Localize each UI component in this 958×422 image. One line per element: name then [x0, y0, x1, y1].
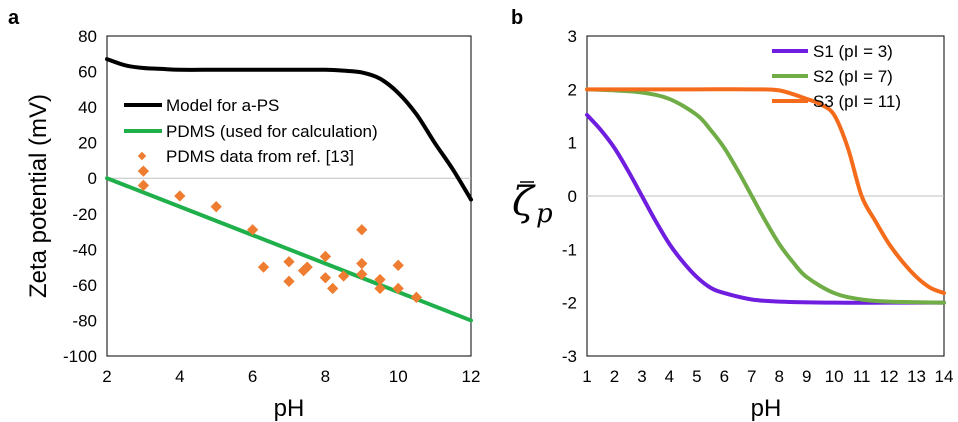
legend-label-pdms-calculation: PDMS (used for calculation) — [166, 122, 378, 141]
data-point — [356, 257, 368, 270]
data-point — [137, 165, 150, 177]
panel-b-y-tick-labels: 3 2 1 0 -1 -2 -3 — [562, 27, 577, 366]
data-point — [374, 273, 386, 286]
panel-b-x-tick-10: 10 — [825, 367, 844, 386]
panel-a-plot-area — [106, 35, 472, 357]
panel-b-legend: S1 (pI = 3) S2 (pI = 7) S3 (pI = 11) — [772, 42, 901, 111]
legend-label-pdms-data: PDMS data from ref. [13] — [166, 147, 354, 166]
panel-b-x-tick-8: 8 — [774, 367, 783, 386]
panel-b-x-tick-12: 12 — [880, 367, 899, 386]
panel-a-y-tick-40: -40 — [72, 240, 97, 259]
legend-label-s3: S3 (pI = 11) — [813, 92, 901, 111]
panel-a-y-tick-40: 40 — [78, 98, 97, 117]
panel-b-y-tick-1: -1 — [562, 240, 577, 259]
panel-b-x-tick-4: 4 — [665, 367, 674, 386]
panel-b-series — [585, 87, 946, 305]
data-point — [337, 270, 350, 282]
data-point — [283, 256, 295, 268]
data-point — [356, 268, 368, 280]
panel-b-x-tick-3: 3 — [637, 367, 646, 386]
panel-a-y-tick-60: -60 — [72, 276, 97, 295]
panel-b-x-tick-labels: 1 2 3 4 5 6 7 8 9 10 11 12 13 14 — [582, 367, 953, 386]
data-point — [327, 282, 339, 295]
panel-b-x-tick-11: 11 — [853, 367, 871, 386]
data-point — [257, 261, 270, 273]
panel-a-x-tick-4: 4 — [175, 367, 184, 386]
panel-b-y-tick-3: 3 — [568, 27, 577, 46]
panel-a-x-tick-labels: 2 4 6 8 10 12 — [102, 367, 480, 386]
panel-a-x-tick-10: 10 — [389, 367, 408, 386]
data-point — [246, 224, 259, 236]
data-point — [392, 282, 404, 295]
series-line-s3-pi-11 — [585, 87, 946, 296]
legend-label-s1: S1 (pI = 3) — [813, 42, 893, 61]
panel-b-y-tick-2: -2 — [562, 294, 577, 313]
panel-b-label: b — [511, 7, 523, 29]
panel-a-x-tick-6: 6 — [248, 367, 257, 386]
data-point — [356, 224, 368, 236]
panel-b-x-tick-7: 7 — [747, 367, 756, 386]
panel-b-y-tick-0: 0 — [568, 187, 577, 206]
series-line-s2-pi-7 — [585, 87, 946, 305]
panel-a-y-tick-100: -100 — [63, 347, 97, 366]
panel-a-y-tick-labels: 80 60 40 20 0 -20 -40 -60 -80 -100 — [63, 27, 97, 366]
panel-a-x-axis-title: pH — [274, 395, 305, 422]
panel-a-y-tick-0: 0 — [88, 169, 97, 188]
data-point — [319, 272, 332, 284]
panel-a-y-tick-80: -80 — [72, 311, 97, 330]
panel-a-y-tick-60: 60 — [78, 63, 97, 82]
panel-a-zeta-potential-chart: a 80 60 40 20 0 -20 -40 -60 -80 -100 2 4 6 8 10 12 Zet… — [8, 7, 480, 422]
panel-a-x-tick-8: 8 — [321, 367, 330, 386]
zeta-symbol: ζ — [512, 179, 536, 225]
panel-b-x-tick-14: 14 — [935, 367, 954, 386]
panel-b-x-tick-5: 5 — [692, 367, 701, 386]
panel-b-y-tick-1: 1 — [568, 134, 577, 153]
data-point — [319, 250, 332, 263]
data-point — [283, 275, 295, 287]
series-pdms-data-from-ref-13 — [137, 165, 423, 303]
data-point — [392, 259, 404, 271]
panel-b-x-tick-6: 6 — [720, 367, 729, 386]
data-point — [174, 190, 186, 202]
panel-b-y-tick-2: 2 — [568, 80, 577, 99]
panel-b-x-tick-2: 2 — [610, 367, 619, 386]
zeta-subscript: p — [536, 199, 553, 229]
panel-a-series — [105, 57, 473, 323]
data-point — [410, 291, 423, 303]
series-line-s1-pi-3 — [585, 112, 946, 305]
legend-label-model-a-ps: Model for a-PS — [166, 96, 279, 115]
panel-a-y-axis-title: Zeta potential (mV) — [25, 94, 52, 298]
data-point — [137, 179, 150, 191]
panel-a-y-tick-20: 20 — [78, 134, 97, 153]
panel-a-y-tick-20: -20 — [72, 205, 97, 224]
panel-a-x-tick-12: 12 — [462, 367, 481, 386]
legend-label-s2: S2 (pI = 7) — [813, 67, 893, 86]
panel-b-x-tick-1: 1 — [582, 367, 591, 386]
panel-b-x-tick-9: 9 — [802, 367, 811, 386]
legend-swatch-pdms-data — [137, 151, 147, 161]
panel-b-y-axis-title: ζ p — [512, 179, 553, 229]
series-line-pdms-used-for-calculation — [105, 176, 473, 323]
panel-a-y-tick-80: 80 — [78, 27, 97, 46]
panel-a-label: a — [8, 7, 20, 29]
panel-a-x-tick-2: 2 — [102, 367, 111, 386]
data-point — [210, 201, 222, 213]
data-point — [301, 261, 313, 273]
series-line-model-for-a-ps — [105, 57, 473, 202]
panel-b-x-tick-13: 13 — [907, 367, 926, 386]
data-point — [374, 282, 386, 295]
panel-b-x-axis-title: pH — [751, 395, 782, 422]
panel-a-legend: Model for a-PS PDMS (used for calculatio… — [124, 96, 378, 166]
panel-b-y-tick-3: -3 — [562, 347, 577, 366]
